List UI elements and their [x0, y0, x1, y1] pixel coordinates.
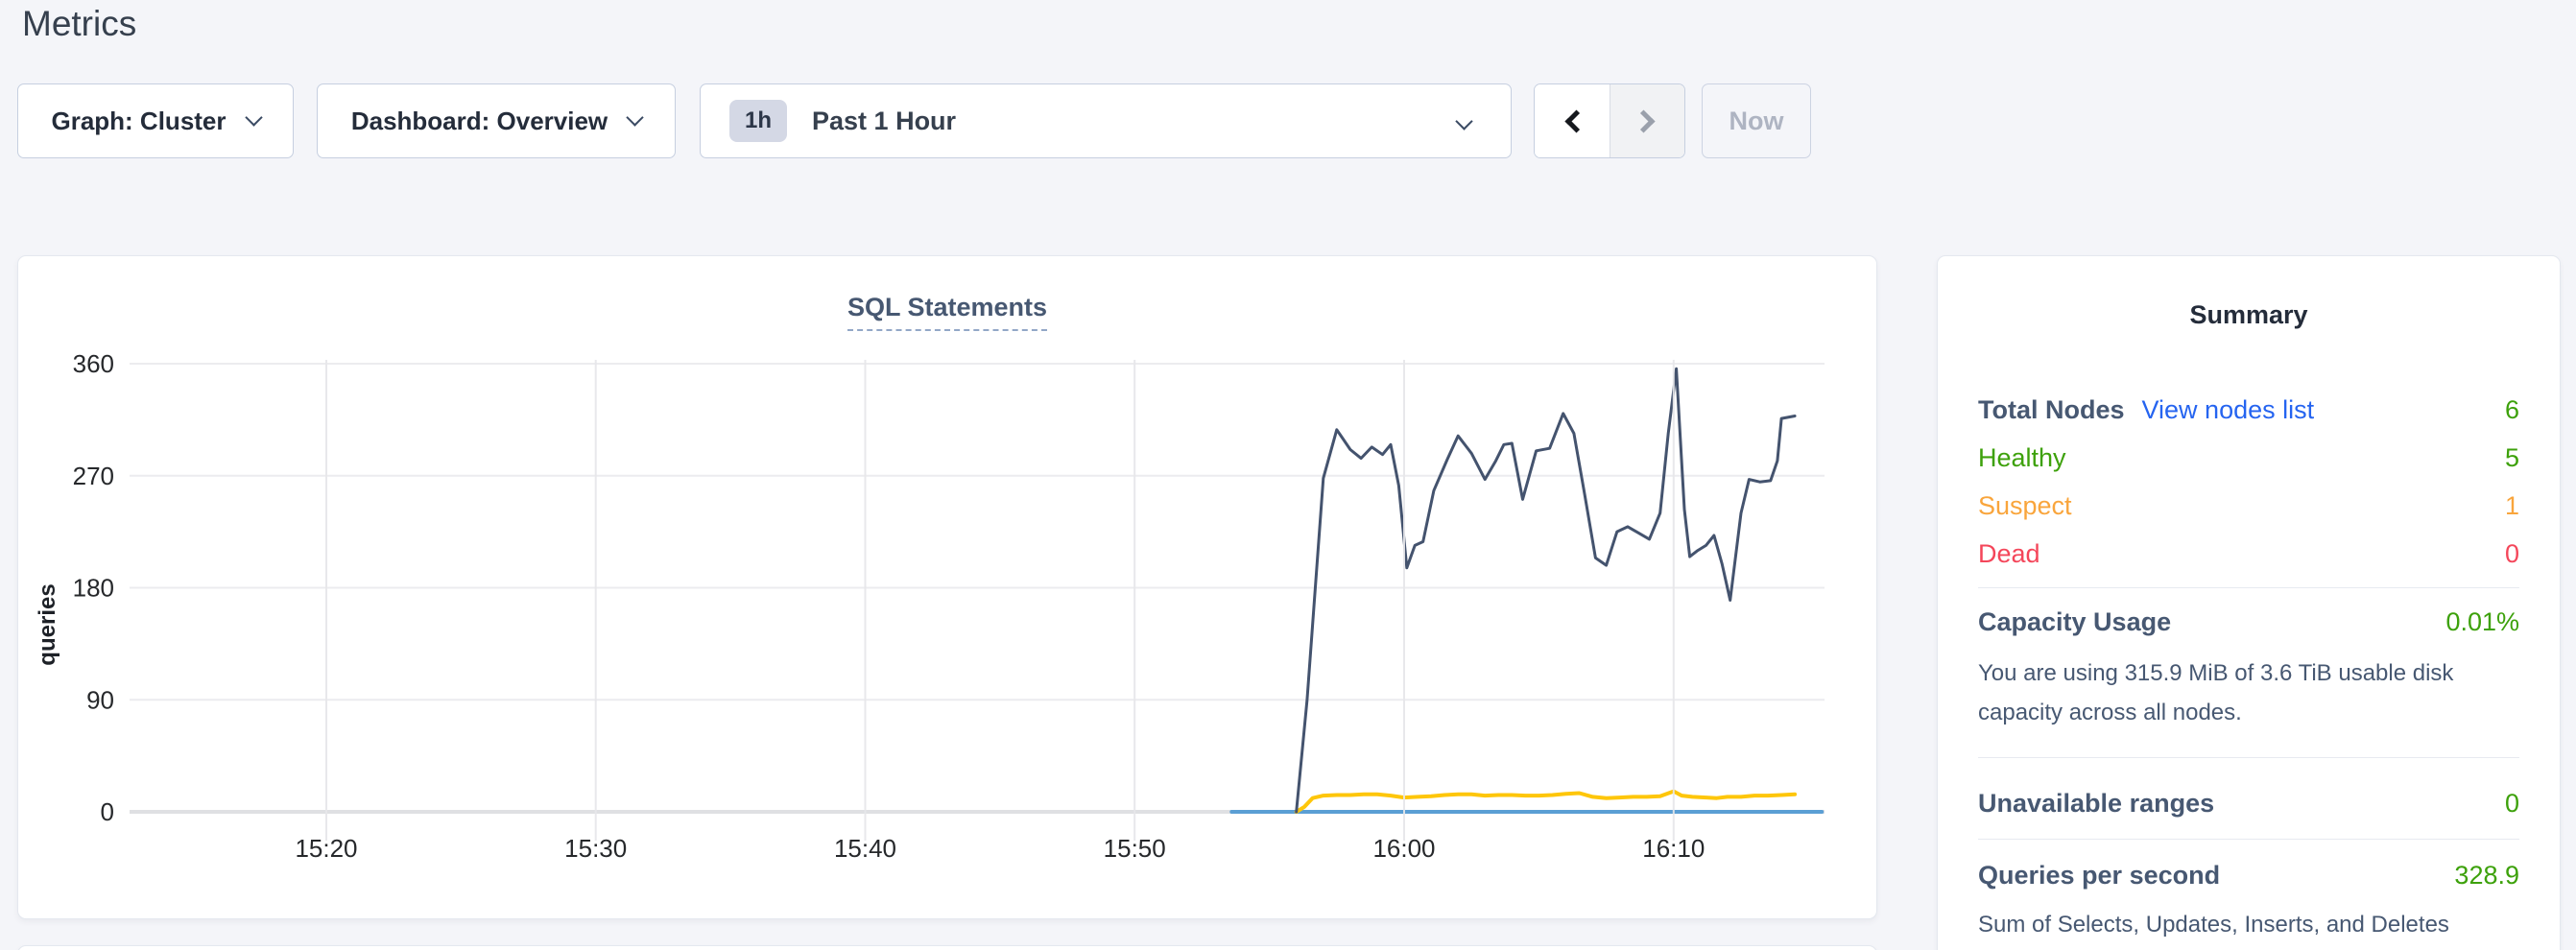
chevron-left-icon	[1563, 108, 1588, 133]
graph-dropdown[interactable]: Graph: Cluster	[17, 83, 294, 158]
queries-per-second-row: Queries per second 328.9	[1978, 853, 2519, 897]
chevron-right-icon	[1632, 108, 1656, 133]
summary-panel: Summary Total Nodes View nodes list 6 He…	[1937, 255, 2561, 950]
time-step-buttons	[1534, 83, 1685, 158]
view-nodes-list-link[interactable]: View nodes list	[2141, 394, 2315, 424]
dead-nodes-value: 0	[2504, 538, 2519, 568]
healthy-nodes-row: Healthy 5	[1978, 434, 2519, 482]
queries-per-second-value: 328.9	[2454, 860, 2519, 890]
total-nodes-row: Total Nodes View nodes list 6	[1978, 386, 2519, 434]
svg-text:360: 360	[73, 349, 114, 378]
total-nodes-label: Total Nodes	[1978, 394, 2125, 424]
svg-text:16:00: 16:00	[1372, 834, 1435, 863]
time-range-label: Past 1 Hour	[812, 106, 957, 135]
sql-statements-chart[interactable]: 0 90 180 270 360 15:20 15:30 15:40 15:50 16:00 16:…	[18, 337, 1878, 913]
dead-nodes-row: Dead 0	[1978, 530, 2519, 578]
queries-per-second-label: Queries per second	[1978, 860, 2221, 890]
divider	[1978, 587, 2519, 588]
dead-nodes-label: Dead	[1978, 538, 2040, 568]
svg-text:180: 180	[73, 574, 114, 603]
capacity-usage-label: Capacity Usage	[1978, 606, 2172, 636]
now-button[interactable]: Now	[1702, 83, 1811, 158]
next-time-window-button[interactable]	[1610, 84, 1684, 157]
dashboard-dropdown-label: Dashboard: Overview	[350, 106, 608, 135]
suspect-nodes-row: Suspect 1	[1978, 482, 2519, 530]
previous-time-window-button[interactable]	[1535, 84, 1610, 157]
capacity-usage-value: 0.01%	[2445, 606, 2519, 636]
svg-text:270: 270	[73, 462, 114, 490]
svg-text:queries: queries	[35, 583, 60, 665]
time-range-badge: 1h	[729, 100, 788, 142]
divider	[1978, 839, 2519, 840]
unavailable-ranges-value: 0	[2504, 788, 2519, 818]
svg-text:15:30: 15:30	[564, 834, 627, 863]
node-status-rows: Total Nodes View nodes list 6 Healthy 5 …	[1978, 386, 2519, 578]
svg-text:0: 0	[101, 797, 114, 826]
svg-text:16:10: 16:10	[1642, 834, 1705, 863]
sql-statements-chart-card: SQL Statements 0 90 180 270 360 15:20 15:30 15:…	[17, 255, 1877, 919]
chevron-down-icon	[244, 107, 263, 127]
queries-per-second-description: Sum of Selects, Updates, Inserts, and De…	[1978, 912, 2449, 938]
healthy-nodes-value: 5	[2504, 442, 2519, 472]
unavailable-ranges-label: Unavailable ranges	[1978, 788, 2215, 818]
total-nodes-value: 6	[2504, 394, 2519, 424]
suspect-nodes-label: Suspect	[1978, 490, 2072, 520]
capacity-usage-description: You are using 315.9 MiB of 3.6 TiB usabl…	[1978, 660, 2454, 725]
summary-title: Summary	[2189, 300, 2308, 329]
capacity-usage-row: Capacity Usage 0.01%	[1978, 598, 2519, 646]
suspect-nodes-value: 1	[2504, 490, 2519, 520]
divider	[1978, 757, 2519, 758]
graph-dropdown-label: Graph: Cluster	[51, 106, 227, 135]
chevron-down-icon	[626, 107, 644, 127]
time-range-picker[interactable]: 1h Past 1 Hour	[700, 83, 1512, 158]
svg-text:15:40: 15:40	[834, 834, 896, 863]
chevron-down-icon	[1455, 111, 1473, 131]
unavailable-ranges-row: Unavailable ranges 0	[1978, 781, 2519, 825]
chart-title-wrap: SQL Statements	[18, 293, 1876, 331]
next-chart-card-sliver	[17, 945, 1877, 950]
svg-text:15:20: 15:20	[295, 834, 357, 863]
page-title: Metrics	[22, 4, 137, 43]
svg-text:15:50: 15:50	[1104, 834, 1166, 863]
dashboard-dropdown[interactable]: Dashboard: Overview	[317, 83, 676, 158]
healthy-nodes-label: Healthy	[1978, 442, 2066, 472]
chart-title[interactable]: SQL Statements	[847, 293, 1048, 331]
svg-text:90: 90	[86, 685, 114, 714]
